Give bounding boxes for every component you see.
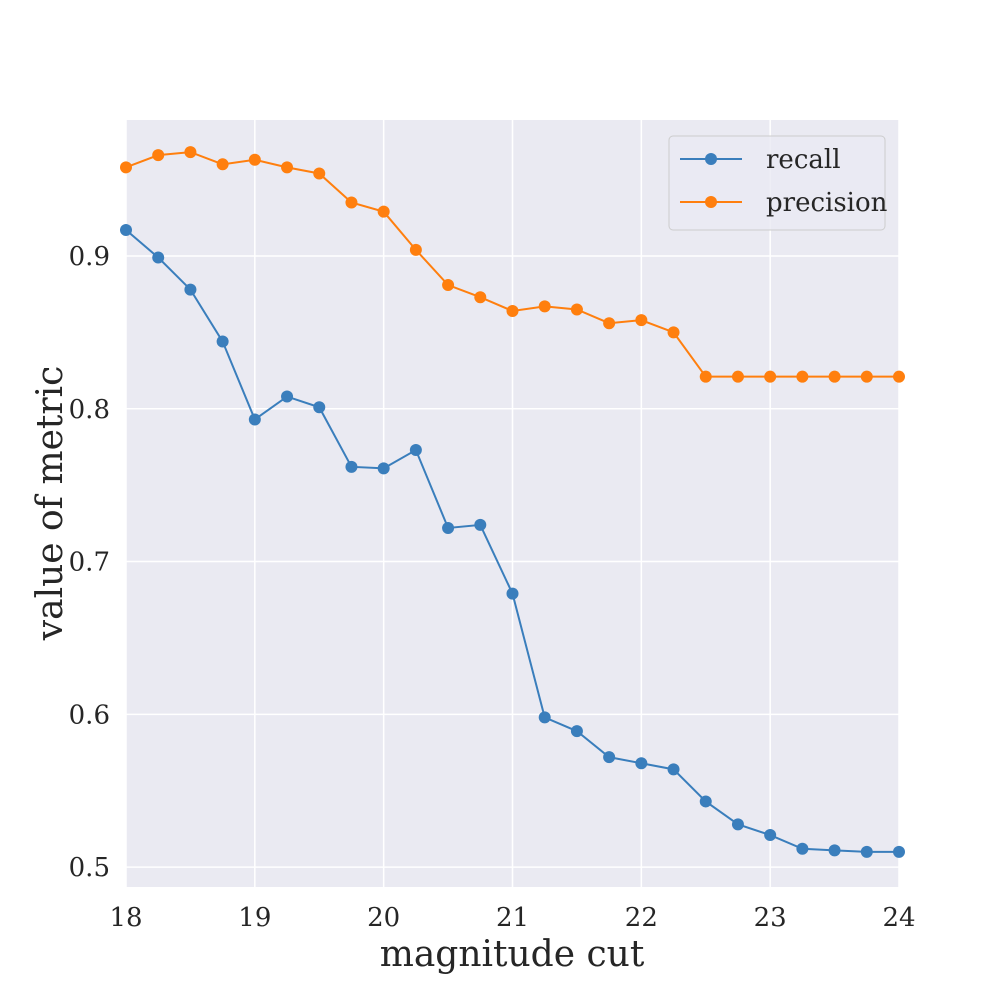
series-precision — [120, 146, 905, 383]
precision-point — [764, 370, 777, 383]
legend-precision-label: precision — [766, 188, 888, 218]
precision-point — [184, 146, 197, 159]
precision-point — [474, 291, 487, 304]
legend-precision-marker — [705, 196, 717, 208]
precision-point — [860, 370, 873, 383]
y-axis-label: value of metric — [30, 366, 71, 641]
y-tick-label: 0.9 — [69, 242, 110, 272]
legend: recall precision — [668, 135, 888, 231]
precision-point — [570, 303, 583, 316]
recall-point — [345, 460, 358, 473]
precision-point — [635, 314, 648, 327]
x-tick-label: 21 — [496, 903, 529, 933]
x-tick-label: 18 — [109, 903, 142, 933]
precision-point — [152, 149, 165, 162]
recall-point — [699, 795, 712, 808]
y-tick-label: 0.7 — [69, 548, 110, 578]
recall-point — [538, 711, 551, 724]
precision-point — [667, 326, 680, 339]
y-tick-labels: 0.5 0.6 0.7 0.8 0.9 — [69, 242, 110, 883]
y-tick-label: 0.5 — [69, 853, 110, 883]
x-tick-labels: 18 19 20 21 22 23 24 — [109, 903, 915, 933]
precision-point — [313, 167, 326, 180]
precision-point — [409, 243, 422, 256]
y-tick-label: 0.6 — [69, 700, 110, 730]
recall-point — [184, 283, 197, 296]
precision-point — [442, 279, 455, 292]
recall-point — [216, 335, 229, 348]
recall-point — [603, 751, 616, 764]
x-tick-label: 23 — [754, 903, 787, 933]
recall-point — [635, 757, 648, 770]
x-axis-label: magnitude cut — [380, 934, 645, 975]
series-recall — [120, 224, 905, 858]
x-tick-label: 20 — [367, 903, 400, 933]
precision-point — [216, 158, 229, 171]
recall-point — [731, 818, 744, 831]
recall-point — [828, 844, 841, 857]
recall-point — [474, 518, 487, 531]
x-tick-label: 22 — [625, 903, 658, 933]
recall-point — [248, 413, 261, 426]
recall-point — [764, 829, 777, 842]
x-tick-label: 24 — [882, 903, 915, 933]
recall-point — [860, 845, 873, 858]
precision-point — [506, 304, 519, 317]
recall-point — [313, 401, 326, 414]
precision-point — [699, 370, 712, 383]
precision-point — [281, 161, 294, 174]
recall-point — [442, 521, 455, 534]
precision-point — [120, 161, 132, 174]
precision-point — [603, 317, 616, 330]
precision-point — [377, 205, 390, 218]
recall-point — [409, 444, 422, 457]
series-layer — [120, 146, 905, 858]
recall-point — [796, 842, 809, 855]
legend-recall-label: recall — [766, 145, 841, 175]
precision-point — [345, 196, 358, 209]
precision-point — [538, 300, 551, 313]
recall-point — [893, 845, 905, 858]
recall-point — [152, 251, 165, 264]
legend-recall-marker — [705, 153, 717, 165]
x-tick-label: 19 — [238, 903, 271, 933]
precision-point — [796, 370, 809, 383]
recall-point — [120, 224, 132, 237]
precision-point — [248, 153, 261, 166]
precision-point — [893, 370, 905, 383]
recall-point — [667, 763, 680, 776]
precision-point — [731, 370, 744, 383]
recall-point — [506, 587, 519, 600]
grid-lines — [125, 120, 900, 887]
y-tick-label: 0.8 — [69, 395, 110, 425]
recall-point — [377, 462, 390, 475]
recall-point — [281, 390, 294, 403]
precision-point — [828, 370, 841, 383]
recall-point — [570, 725, 583, 738]
